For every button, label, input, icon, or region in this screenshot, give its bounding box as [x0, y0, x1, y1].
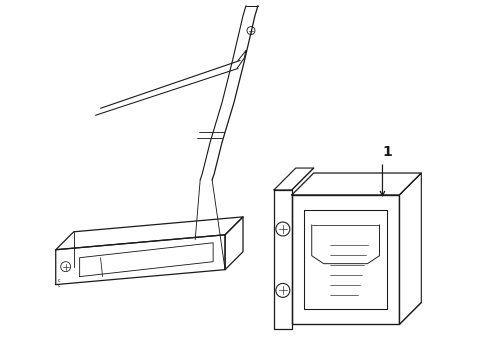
Text: c
c: c c: [58, 278, 60, 288]
Text: 1: 1: [383, 145, 392, 159]
